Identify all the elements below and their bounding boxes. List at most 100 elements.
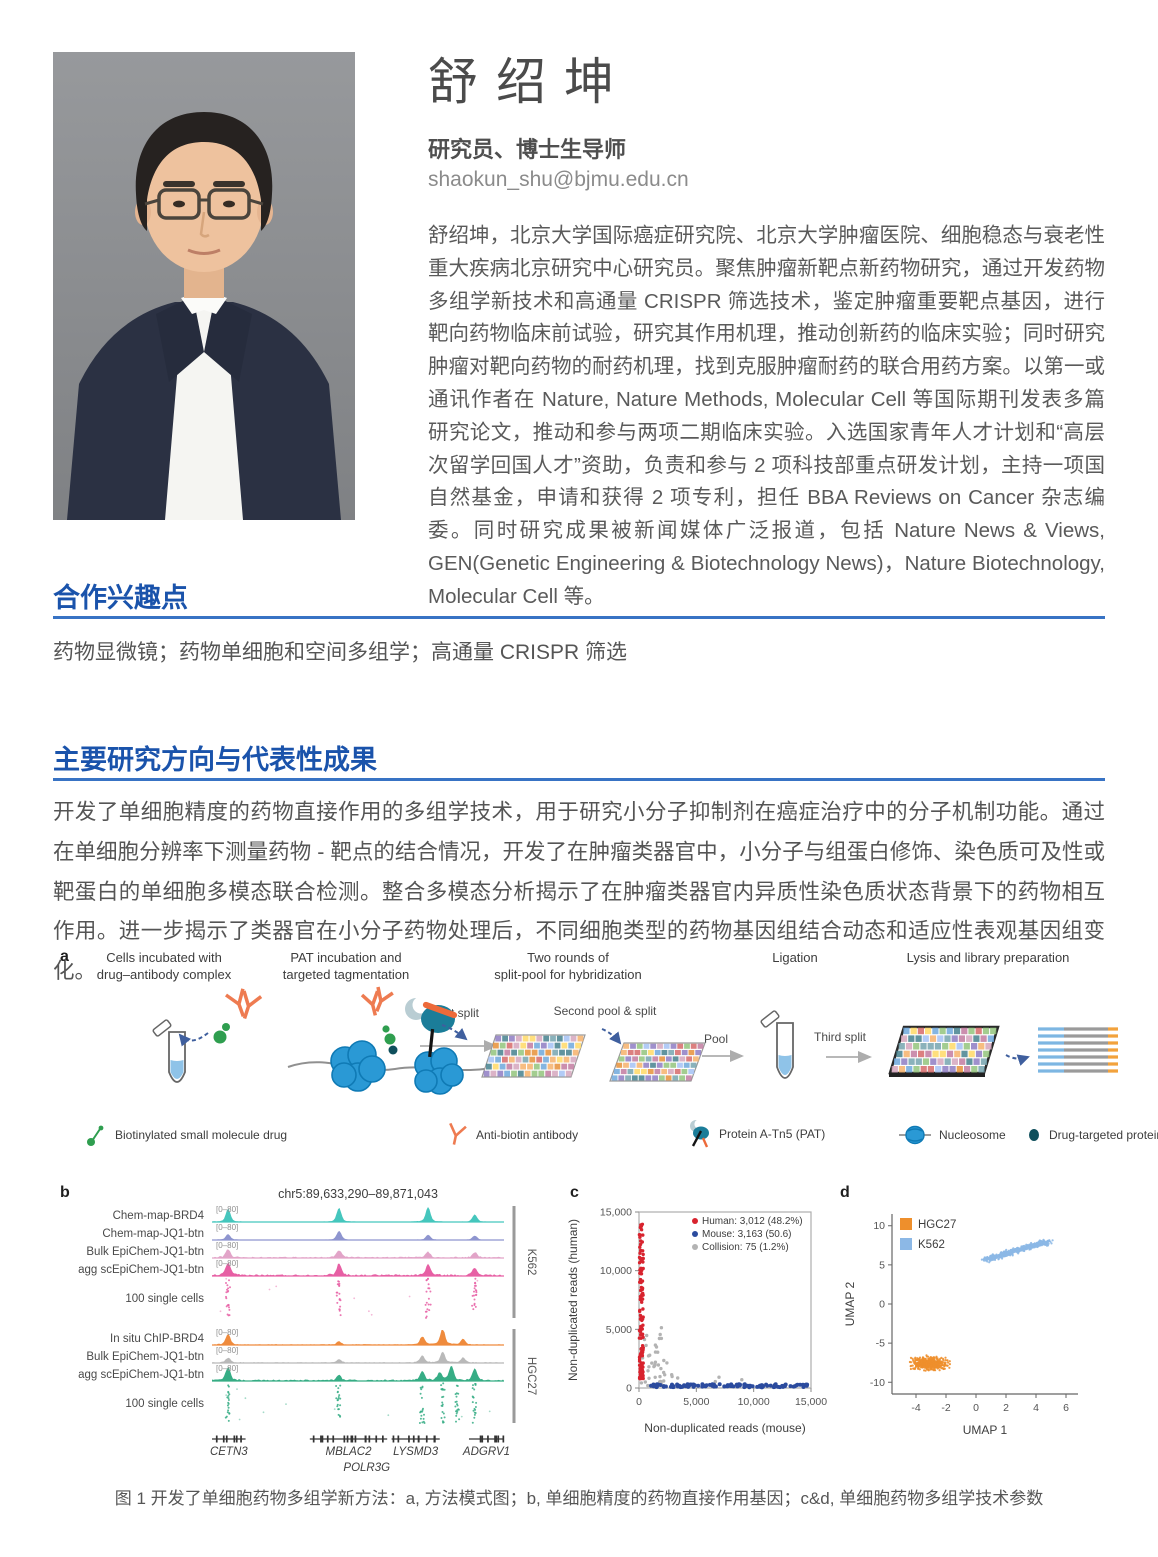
figure-caption: 图 1 开发了单细胞药物多组学新方法：a, 方法模式图；b, 单细胞精度的药物直… — [114, 1489, 1044, 1508]
svg-text:ADGRV1: ADGRV1 — [462, 1446, 510, 1458]
panel-b-label: b — [60, 1184, 70, 1201]
legend-label: Nucleosome — [939, 1128, 1006, 1142]
anti-biotin-antibody-icon — [449, 1122, 467, 1145]
svg-text:UMAP 1: UMAP 1 — [963, 1423, 1008, 1437]
svg-text:HGC27: HGC27 — [525, 1357, 537, 1395]
section-rule-research — [53, 778, 1105, 781]
svg-text:Chem-map-BRD4: Chem-map-BRD4 — [113, 1210, 205, 1222]
svg-text:[0–80]: [0–80] — [216, 1241, 238, 1250]
svg-text:Bulk EpiChem-JQ1-btn: Bulk EpiChem-JQ1-btn — [86, 1246, 204, 1258]
panel-a-step-3-title: Two rounds of split-pool for hybridizati… — [494, 950, 642, 982]
well-plate-icon — [481, 1034, 586, 1078]
svg-text:0: 0 — [879, 1299, 885, 1311]
svg-text:10: 10 — [873, 1220, 885, 1232]
svg-text:LYSMD3: LYSMD3 — [393, 1446, 439, 1458]
svg-text:10,000: 10,000 — [738, 1396, 770, 1408]
nucleosome-icon — [899, 1125, 931, 1145]
svg-text:K562: K562 — [918, 1239, 945, 1251]
svg-text:5,000: 5,000 — [683, 1396, 709, 1408]
svg-text:[0–80]: [0–80] — [216, 1205, 238, 1214]
svg-text:HGC27: HGC27 — [918, 1219, 956, 1231]
svg-text:Collision: 75 (1.2%): Collision: 75 (1.2%) — [702, 1242, 789, 1253]
well-plate-icon — [888, 1025, 1000, 1077]
svg-text:6: 6 — [1063, 1402, 1069, 1414]
svg-text:agg scEpiChem-JQ1-btn: agg scEpiChem-JQ1-btn — [78, 1369, 204, 1381]
panel-d-label: d — [840, 1184, 850, 1201]
legend-item: Drug-targeted protein — [1026, 1122, 1158, 1148]
svg-text:-2: -2 — [941, 1402, 950, 1414]
svg-text:UMAP 2: UMAP 2 — [843, 1281, 857, 1326]
panel-a-step-4-title: Ligation — [772, 950, 818, 965]
drug-antibody-complex-icon — [178, 988, 263, 1047]
panel-a-workflow-diagram — [152, 986, 1118, 1095]
svg-text:Mouse: 3,163 (50.6): Mouse: 3,163 (50.6) — [702, 1229, 792, 1240]
legend-item: Protein A-Tn5 (PAT) — [686, 1118, 825, 1150]
section-rule-interests — [53, 616, 1105, 619]
legend-label: Biotinylated small molecule drug — [115, 1128, 288, 1142]
protein-a-tn5-icon — [690, 1119, 709, 1148]
profile-email: shaokun_shu@bjmu.edu.cn — [428, 168, 689, 191]
profile-name: 舒绍坤 — [428, 54, 632, 110]
svg-text:0: 0 — [626, 1383, 632, 1395]
biotinylated-drug-icon — [87, 1125, 104, 1146]
section-heading-interests: 合作兴趣点 — [53, 583, 188, 613]
svg-text:100 single cells: 100 single cells — [125, 1293, 204, 1305]
svg-text:[0–80]: [0–80] — [216, 1364, 238, 1373]
svg-text:MBLAC2: MBLAC2 — [325, 1446, 372, 1458]
interests-text: 药物显微镜；药物单细胞和空间多组学；高通量 CRISPR 筛选 — [53, 641, 628, 664]
panel-a-step-2-title: PAT incubation and targeted tagmentation — [282, 950, 410, 982]
section-heading-research: 主要研究方向与代表性成果 — [53, 745, 377, 775]
svg-text:10,000: 10,000 — [600, 1265, 632, 1277]
tube-icon — [152, 1019, 186, 1083]
well-plate-icon — [609, 1042, 706, 1082]
svg-text:POLR3G: POLR3G — [343, 1462, 390, 1474]
second-pool-split-label: Second pool & split — [553, 1004, 657, 1018]
svg-text:2: 2 — [1003, 1402, 1009, 1414]
legend-item: Nucleosome — [898, 1122, 1006, 1148]
library-arrow — [1005, 1054, 1030, 1066]
legend-item: Biotinylated small molecule drug — [84, 1122, 287, 1148]
svg-text:0: 0 — [973, 1402, 979, 1414]
panel-a-label: a — [60, 948, 69, 965]
profile-bio: 舒绍坤，北京大学国际癌症研究院、北京大学肿瘤医院、细胞稳态与衰老性重大疾病北京研… — [428, 224, 1105, 608]
svg-text:5,000: 5,000 — [606, 1324, 632, 1336]
panel-b-genome-tracks: chr5:89,633,290–89,871,043 [0–80] Chem-map… — [78, 1187, 537, 1474]
svg-text:Human: 3,012 (48.2%): Human: 3,012 (48.2%) — [702, 1216, 803, 1227]
svg-text:5: 5 — [879, 1259, 885, 1271]
svg-text:Non-duplicated reads (mouse): Non-duplicated reads (mouse) — [644, 1421, 805, 1435]
legend-item: Anti-biotin antibody — [445, 1122, 578, 1148]
svg-text:100 single cells: 100 single cells — [125, 1398, 204, 1410]
library-strands-icon — [1038, 1027, 1118, 1073]
svg-text:Non-duplicated reads (human): Non-duplicated reads (human) — [566, 1219, 580, 1381]
svg-text:[0–80]: [0–80] — [216, 1346, 238, 1355]
research-text: 开发了单细胞精度的药物直接作用的多组学技术，用于研究小分子抑制剂在癌症治疗中的分… — [53, 800, 1105, 984]
svg-text:CETN3: CETN3 — [210, 1446, 248, 1458]
svg-text:[0–80]: [0–80] — [216, 1259, 238, 1268]
panel-c-label: c — [570, 1184, 579, 1201]
svg-text:15,000: 15,000 — [600, 1207, 632, 1219]
svg-text:Chem-map-JQ1-btn: Chem-map-JQ1-btn — [102, 1228, 204, 1240]
panel-c-species-scatter: 0 5,000 10,000 15,000 0 5,000 10,000 15,000 Non-… — [566, 1207, 827, 1436]
tagmentation-scene — [287, 986, 506, 1095]
pat-complex-icon — [405, 996, 458, 1058]
svg-text:Bulk EpiChem-JQ1-btn: Bulk EpiChem-JQ1-btn — [86, 1351, 204, 1363]
drug-targeted-protein-icon — [1029, 1129, 1039, 1141]
legend-label: Protein A-Tn5 (PAT) — [719, 1127, 826, 1141]
svg-text:In situ ChIP-BRD4: In situ ChIP-BRD4 — [110, 1333, 205, 1345]
svg-text:4: 4 — [1033, 1402, 1039, 1414]
svg-text:-5: -5 — [876, 1338, 885, 1350]
split-arrow — [601, 1028, 622, 1045]
svg-text:[0–80]: [0–80] — [216, 1223, 238, 1232]
svg-text:-10: -10 — [870, 1377, 885, 1389]
svg-text:15,000: 15,000 — [795, 1396, 827, 1408]
svg-text:K562: K562 — [525, 1249, 537, 1276]
portrait-illustration — [53, 52, 355, 520]
tube-icon — [760, 1010, 794, 1079]
svg-text:chr5:89,633,290–89,871,043: chr5:89,633,290–89,871,043 — [278, 1187, 438, 1201]
split-arrow — [441, 1024, 468, 1041]
profile-title: 研究员、博士生导师 — [428, 137, 627, 162]
legend-label: Drug-targeted protein — [1049, 1128, 1158, 1142]
legend-label: Anti-biotin antibody — [476, 1128, 579, 1142]
panel-d-umap-scatter: -4 -2 0 2 4 6 -10 -5 0 5 10 UMAP 1 UMAP 2 HGC27 K562 — [843, 1214, 1078, 1437]
